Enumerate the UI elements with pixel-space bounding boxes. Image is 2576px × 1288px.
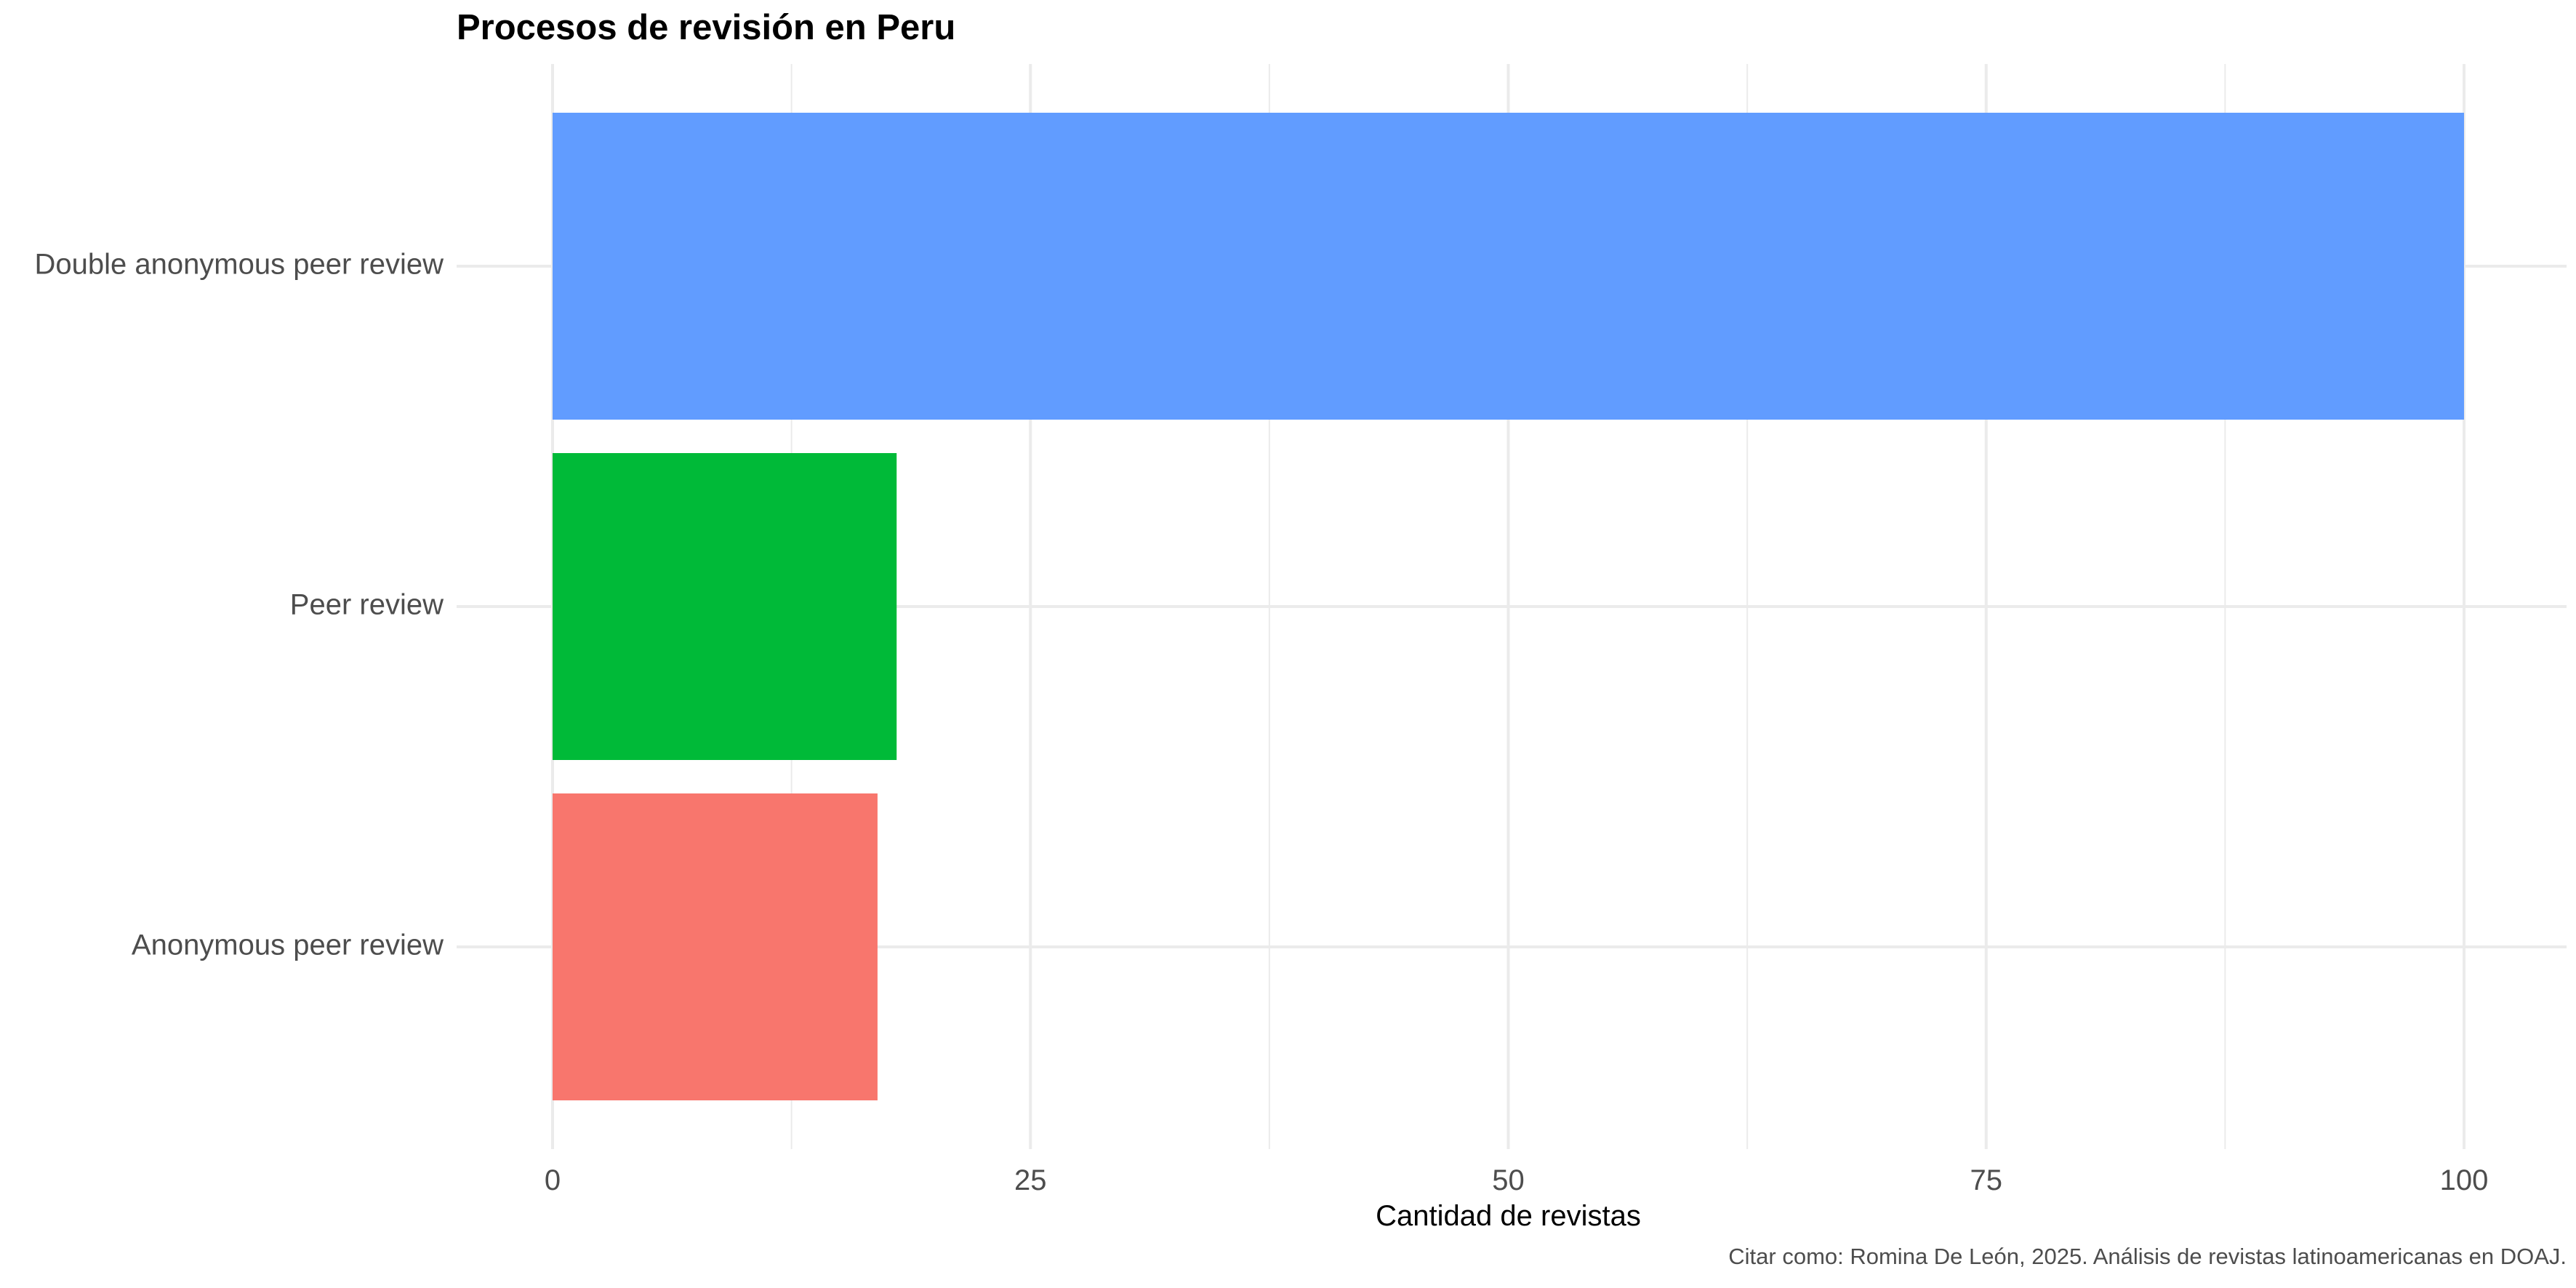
chart-caption: Citar como: Romina De León, 2025. Anális…: [1728, 1244, 2567, 1269]
bar: [553, 113, 2464, 420]
bar: [553, 793, 878, 1100]
x-tick-label: 100: [2440, 1164, 2489, 1196]
y-tick-label: Peer review: [290, 589, 444, 621]
x-tick-label: 75: [1970, 1164, 2003, 1196]
x-tick-label: 25: [1014, 1164, 1047, 1196]
x-tick-label: 0: [545, 1164, 561, 1196]
chart-title: Procesos de revisión en Peru: [457, 8, 956, 47]
x-axis-label: Cantidad de revistas: [1376, 1200, 1641, 1232]
y-tick-label: Anonymous peer review: [132, 929, 444, 961]
bar: [553, 453, 897, 760]
x-tick-label: 50: [1492, 1164, 1525, 1196]
y-tick-label: Double anonymous peer review: [34, 249, 444, 281]
